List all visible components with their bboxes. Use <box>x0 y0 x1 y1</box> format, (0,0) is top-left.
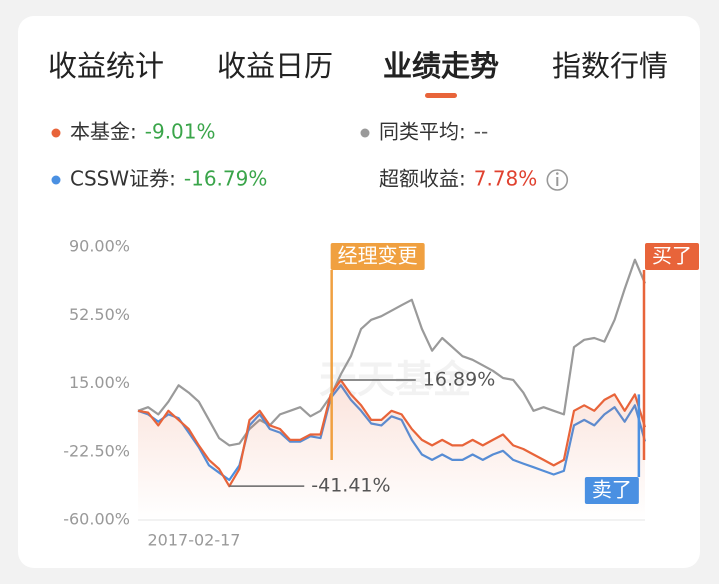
event-box <box>645 243 699 270</box>
legend-name: 同类平均: <box>379 120 466 144</box>
event-label: 经理变更 <box>338 244 418 268</box>
extreme-label: -41.41% <box>311 475 390 497</box>
extreme-label: 16.89% <box>423 369 495 391</box>
y-tick-label: 52.50% <box>69 305 130 324</box>
legend-dot <box>51 128 61 138</box>
info-icon[interactable] <box>546 169 569 191</box>
legend-dot <box>360 128 370 138</box>
event-label: 买了 <box>652 244 692 268</box>
series-line <box>137 379 647 488</box>
tab[interactable]: 指数行情 <box>552 49 668 83</box>
legend-name: CSSW证券: <box>70 167 176 191</box>
x-tick-label: 2017-02-17 <box>148 531 241 550</box>
excess-value: 7.78% <box>474 167 538 191</box>
series-line <box>137 258 647 447</box>
info-icon-dot <box>555 172 559 175</box>
tab-indicator <box>425 93 457 98</box>
event-box <box>584 477 639 504</box>
area <box>138 380 645 520</box>
legend-dot <box>51 175 61 185</box>
legend-value: -16.79% <box>184 167 267 191</box>
excess-label: 超额收益: <box>379 167 466 191</box>
event-box <box>330 243 425 270</box>
event-label: 卖了 <box>592 478 632 502</box>
legend-value: -9.01% <box>145 120 216 144</box>
y-tick-label: 90.00% <box>69 237 130 256</box>
tab[interactable]: 业绩走势 <box>383 49 499 83</box>
legend-name: 本基金: <box>70 120 137 144</box>
y-tick-label: -60.00% <box>63 510 130 529</box>
tab[interactable]: 收益统计 <box>48 49 164 83</box>
y-tick-label: -22.50% <box>63 441 130 460</box>
legend-value: -- <box>474 120 488 144</box>
y-tick-label: 15.00% <box>69 373 130 392</box>
tab[interactable]: 收益日历 <box>217 49 333 83</box>
